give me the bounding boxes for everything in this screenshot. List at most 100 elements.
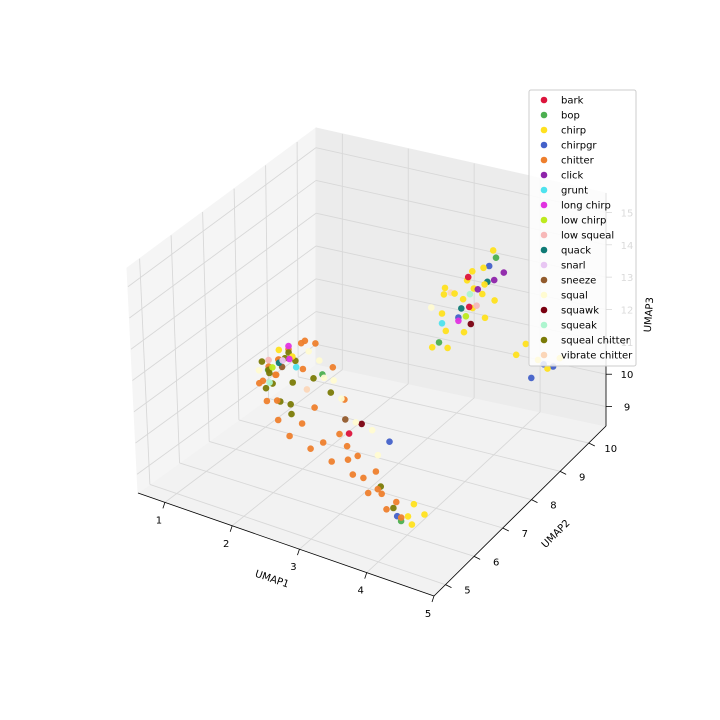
z-grid-left <box>130 212 317 350</box>
legend-marker-squawk <box>540 306 548 314</box>
legend-label-sneeze: sneeze <box>561 276 596 287</box>
point-chitter <box>298 420 306 427</box>
legend-label-squal: squal <box>561 291 588 302</box>
y-tick-label: 8 <box>550 501 556 512</box>
point-chirp <box>460 328 468 336</box>
y-grid-floor <box>298 376 589 444</box>
legend-marker-bark <box>540 96 548 104</box>
z-grid-left <box>132 245 317 381</box>
x-tick-label: 1 <box>156 515 162 526</box>
legend-marker-chitter <box>540 156 548 164</box>
legend-label-grunt: grunt <box>561 186 588 197</box>
y-tick-label: 7 <box>522 529 528 540</box>
legend-label-snarl: snarl <box>561 261 586 272</box>
point-chitter <box>299 365 307 373</box>
point-chitter <box>274 416 282 424</box>
legend-marker-vibrate-chitter <box>540 351 548 359</box>
point-squeal-chitter <box>327 389 335 396</box>
point-bark <box>345 430 353 437</box>
x-grid-floor <box>366 411 541 573</box>
point-chirp <box>408 521 416 528</box>
point-click <box>490 276 498 284</box>
point-squal <box>368 426 376 434</box>
x-tick-mark <box>431 595 435 603</box>
point-squal <box>255 367 263 374</box>
point-bop <box>492 254 500 261</box>
x-tick-label: 4 <box>358 586 364 597</box>
point-chitter <box>397 514 405 521</box>
x-tick-mark <box>162 502 166 509</box>
point-chirp <box>275 346 283 354</box>
point-squeal-chitter <box>266 369 273 377</box>
point-snarl <box>279 357 286 364</box>
point-chitter <box>273 397 281 404</box>
legend-marker-grunt <box>540 186 548 194</box>
z-grid-left <box>133 278 317 413</box>
y-tick-mark <box>473 555 481 560</box>
legend-marker-low-chirp <box>540 216 548 224</box>
point-long-chirp <box>285 342 292 350</box>
point-click <box>500 269 508 276</box>
point-quack <box>458 305 465 312</box>
legend-marker-quack <box>540 246 548 254</box>
x-tick-label: 2 <box>223 539 229 550</box>
y-tick-label: 5 <box>464 586 470 597</box>
x-grid-floor <box>299 397 475 550</box>
y-grid-floor <box>149 483 446 586</box>
y-tick-mark <box>531 499 538 504</box>
point-low-chirp <box>269 364 276 371</box>
point-squeal-chitter <box>287 401 295 408</box>
point-chitter <box>344 456 352 464</box>
x-grid-floor <box>231 383 409 527</box>
legend-marker-chirp <box>540 126 548 134</box>
y-tick-mark <box>502 527 509 532</box>
point-chirp <box>440 291 448 298</box>
y-axis-line <box>433 425 607 597</box>
z-axis-label: UMAP3 <box>643 297 656 333</box>
point-click <box>474 286 482 293</box>
point-chitter <box>319 439 327 446</box>
point-chirp <box>522 340 530 348</box>
y-tick-mark <box>445 584 452 589</box>
point-chitter <box>329 364 337 371</box>
scatter-points <box>255 247 564 528</box>
point-chitter <box>312 340 319 347</box>
legend-marker-click <box>540 171 548 179</box>
y-tick-label: 9 <box>579 472 585 483</box>
legend-label-chirp: chirp <box>561 126 586 137</box>
legend-label-chitter: chitter <box>561 156 595 167</box>
point-chirp <box>481 314 489 322</box>
legend-marker-long-chirp <box>540 201 548 209</box>
point-chitter <box>364 489 372 497</box>
y-tick-mark <box>559 470 567 475</box>
point-chitter <box>272 371 280 379</box>
x-tick-label: 3 <box>290 562 296 573</box>
x-tick-mark <box>364 572 368 579</box>
point-low-squeal <box>265 356 272 364</box>
legend-label-squeal-chitter: squeal chitter <box>561 336 631 347</box>
point-squeal-chitter <box>310 375 317 382</box>
point-squeal-chitter <box>289 379 297 386</box>
z-grid-left <box>135 311 317 444</box>
point-chitter <box>301 337 309 345</box>
point-squal <box>320 374 328 382</box>
legend-label-click: click <box>561 171 584 182</box>
legend-marker-sneeze <box>540 276 548 284</box>
x-axis-label: UMAP1 <box>253 569 290 591</box>
legend-box <box>528 89 637 367</box>
point-grunt <box>292 363 300 371</box>
legend-label-long-chirp: long chirp <box>561 201 611 212</box>
point-chitter <box>378 490 386 498</box>
z-tick-label: 9 <box>624 403 630 414</box>
point-chitter <box>307 445 314 453</box>
point-chirp <box>451 290 458 297</box>
x-tick-label: 5 <box>425 609 431 620</box>
point-squeal-chitter <box>262 384 270 392</box>
legend-marker-chirpgr <box>540 141 548 149</box>
point-chitter <box>383 506 390 513</box>
point-squal <box>374 451 382 459</box>
point-chirp <box>444 344 451 352</box>
point-squeal-chitter <box>390 504 397 512</box>
point-chirp <box>410 500 418 508</box>
legend-label-vibrate-chitter: vibrate chitter <box>561 351 633 362</box>
